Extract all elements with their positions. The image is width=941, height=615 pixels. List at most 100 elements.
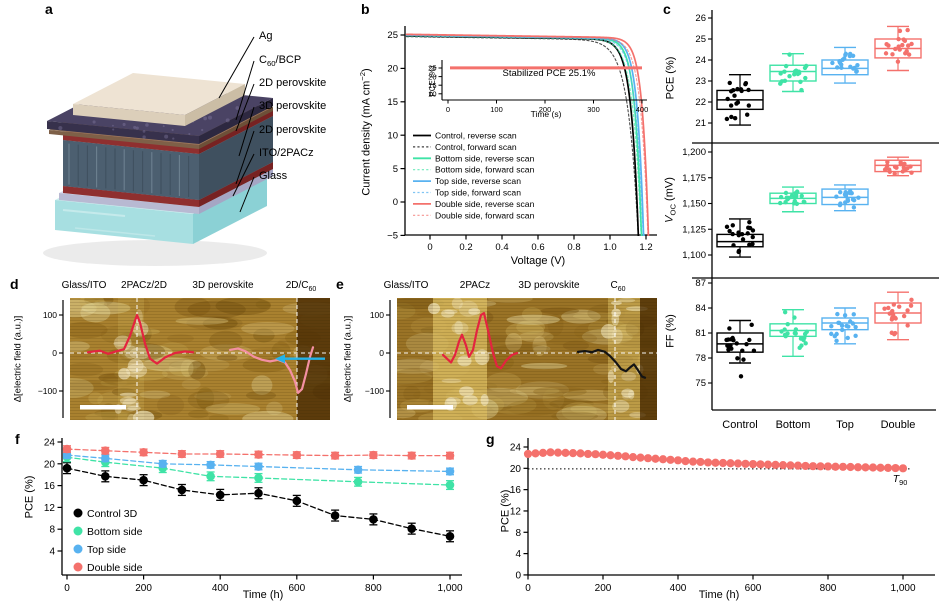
jv-curve bbox=[405, 33, 650, 236]
f-y-tick: 8 bbox=[49, 525, 55, 536]
box-Double bbox=[874, 156, 922, 177]
region-label: Glass/ITO bbox=[383, 280, 429, 291]
field-profile bbox=[576, 348, 647, 379]
b-legend-label: Control, reverse scan bbox=[435, 131, 517, 141]
f-y-tick: 16 bbox=[44, 481, 56, 492]
b-x-tick: 1.2 bbox=[639, 242, 652, 253]
leader-line bbox=[238, 106, 255, 157]
box-Double bbox=[874, 291, 922, 341]
b-y-tick: 25 bbox=[387, 30, 398, 41]
jv-curve bbox=[406, 35, 644, 236]
b-y-tick: 0 bbox=[393, 197, 398, 208]
f-legend-label: Top side bbox=[87, 544, 126, 556]
f-legend-label: Double side bbox=[87, 562, 143, 574]
g-y-tick: 16 bbox=[510, 485, 522, 496]
b-x-tick: 0 bbox=[427, 242, 432, 253]
c-y-tick: 1,100 bbox=[682, 250, 706, 261]
box-Control bbox=[716, 218, 764, 258]
g-x-tick: 800 bbox=[820, 583, 837, 594]
afm-image bbox=[397, 298, 657, 420]
c-y-tick: 25 bbox=[695, 34, 706, 45]
leader-line bbox=[235, 60, 255, 121]
box-Top bbox=[821, 46, 869, 84]
field-y-tick: 100 bbox=[370, 310, 384, 320]
c-y-tick: 1,150 bbox=[682, 199, 706, 210]
b-x-tick: 0.2 bbox=[459, 242, 472, 253]
f-x-axis-title: Time (h) bbox=[242, 589, 284, 601]
kpfm-image-d: 100 0 −100 bbox=[38, 298, 330, 420]
b-legend-label: Bottom side, reverse scan bbox=[435, 153, 535, 163]
box-Control bbox=[716, 73, 764, 126]
b-legend-label: Top side, reverse scan bbox=[435, 176, 521, 186]
ag-layer-side bbox=[185, 84, 245, 126]
b-inset-y-tick: 25 bbox=[428, 64, 436, 73]
panel-f-label: f bbox=[15, 431, 20, 447]
g-y-tick: 20 bbox=[510, 464, 522, 475]
f-x-tick: 200 bbox=[135, 583, 152, 594]
jv-curves bbox=[405, 33, 650, 236]
3d-perovskite-layer-side bbox=[199, 116, 273, 200]
c-y-tick: 22 bbox=[695, 97, 706, 108]
box-Top bbox=[821, 184, 869, 212]
layer-label: Glass bbox=[259, 170, 288, 182]
b-y-tick: 5 bbox=[393, 164, 398, 175]
layer-label: 2D perovskite bbox=[259, 124, 327, 136]
field-profile bbox=[86, 313, 195, 365]
f-series-double-side bbox=[62, 444, 455, 460]
c-y-tick: 1,200 bbox=[682, 147, 706, 158]
leader-line bbox=[235, 130, 255, 185]
box-Double bbox=[874, 25, 922, 72]
field-y-tick: 0 bbox=[379, 348, 384, 358]
c60-bcp-layer-side bbox=[199, 98, 273, 144]
g-x-tick: 200 bbox=[595, 583, 612, 594]
b-x-axis-title: Voltage (V) bbox=[510, 255, 566, 267]
leader-line bbox=[218, 36, 255, 99]
panel-a-label: a bbox=[45, 1, 53, 17]
b-y-axis-title: Current density (mA cm−2) bbox=[357, 68, 373, 196]
panel-c-label: c bbox=[663, 1, 671, 17]
g-x-tick: 400 bbox=[670, 583, 687, 594]
box-Control bbox=[716, 319, 764, 379]
box-Bottom bbox=[769, 186, 817, 213]
b-inset-y-tick: 20 bbox=[428, 72, 436, 81]
afm-image bbox=[70, 298, 330, 420]
layer-label: Ag bbox=[259, 30, 273, 42]
c-pce-axis-title: PCE (%) bbox=[664, 56, 677, 100]
f-series-control-3d bbox=[62, 462, 455, 543]
b-legend-label: Control, forward scan bbox=[435, 142, 517, 152]
scale-bar bbox=[80, 405, 126, 410]
region-label: 3D perovskite bbox=[192, 280, 254, 291]
b-inset-y-tick: 10 bbox=[428, 90, 436, 99]
ito-2pacz-layer-side bbox=[199, 169, 273, 214]
ag-layer-top bbox=[73, 73, 245, 115]
c-y-tick: 23 bbox=[695, 76, 706, 87]
b-y-tick: 10 bbox=[387, 130, 398, 141]
region-label: 2PACz bbox=[459, 280, 491, 291]
b-legend-label: Top side, forward scan bbox=[435, 188, 521, 198]
panel-e-label: e bbox=[336, 276, 344, 292]
b-y-tick: 20 bbox=[387, 64, 398, 75]
g-y-tick: 24 bbox=[510, 443, 522, 454]
f-y-tick: 12 bbox=[44, 503, 56, 514]
b-x-tick: 0.6 bbox=[531, 242, 544, 253]
b-y-tick: 15 bbox=[387, 97, 398, 108]
field-y-tick: −100 bbox=[38, 386, 57, 396]
region-label: C60 bbox=[610, 280, 626, 294]
box-Top bbox=[821, 307, 869, 345]
f-x-tick: 800 bbox=[365, 583, 382, 594]
g-x-axis-title: Time (h) bbox=[698, 589, 740, 601]
g-x-tick: 1,000 bbox=[890, 583, 915, 594]
f-y-tick: 24 bbox=[44, 438, 56, 449]
box-Bottom bbox=[769, 52, 817, 93]
ito-2pacz-layer-front bbox=[59, 193, 199, 214]
b-inset-annotation: Stabilized PCE 25.1% bbox=[502, 68, 596, 79]
jv-curve bbox=[406, 34, 649, 236]
c-y-tick: 1,175 bbox=[682, 173, 706, 184]
d-y-axis-title: Δ[electric field (a.u.)] bbox=[12, 315, 24, 403]
field-y-tick: 0 bbox=[52, 348, 57, 358]
ag-layer-front bbox=[73, 104, 185, 126]
c-y-tick: 21 bbox=[695, 118, 706, 129]
box-Bottom bbox=[769, 308, 817, 358]
